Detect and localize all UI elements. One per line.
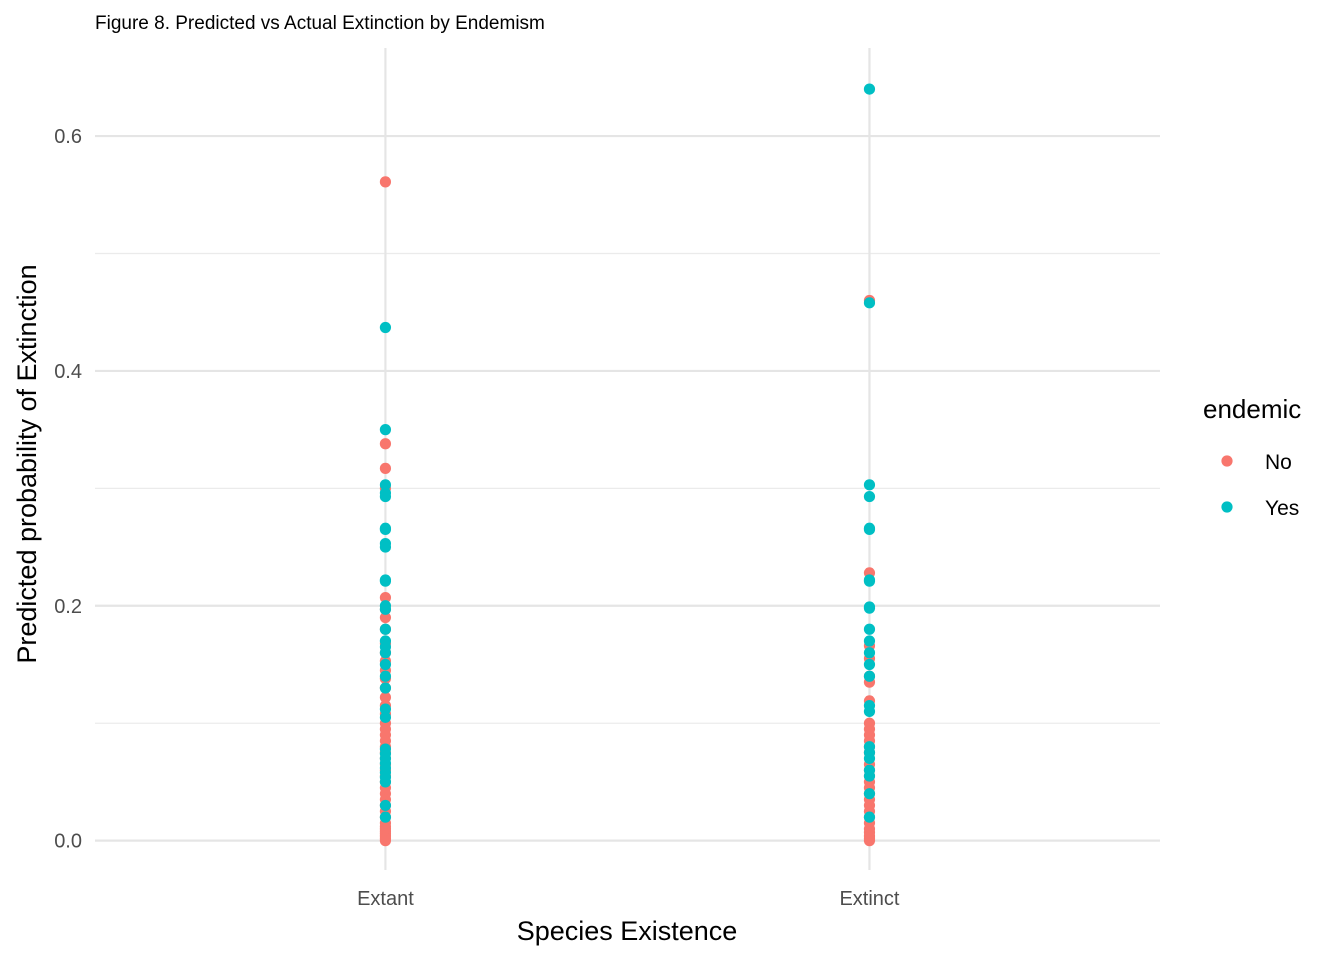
data-point [379, 438, 392, 450]
x-tick-label: Extinct [839, 888, 899, 910]
data-point [379, 424, 392, 436]
data-point [379, 591, 392, 604]
data-point [379, 658, 392, 671]
data-point [379, 575, 392, 587]
data-point [379, 647, 392, 659]
legend-label: Yes [1265, 497, 1299, 520]
legend-key [1221, 501, 1233, 513]
data-point [863, 83, 876, 95]
y-tick-label: 0.2 [54, 596, 82, 618]
y-tick-label: 0.4 [54, 361, 82, 383]
data-point [379, 799, 392, 812]
data-point [863, 479, 876, 491]
grid-layer [95, 48, 1160, 870]
data-point [863, 490, 876, 503]
data-point [863, 623, 876, 635]
data-point [379, 541, 392, 553]
data-point [863, 770, 876, 782]
data-point [863, 835, 876, 847]
data-point [863, 811, 876, 823]
data-point [863, 658, 876, 671]
data-point [379, 523, 392, 536]
legend: endemic No Yes [1203, 394, 1301, 520]
legend-label: No [1265, 451, 1292, 474]
legend-key [1221, 455, 1233, 467]
data-point [379, 479, 392, 491]
data-point [379, 682, 392, 694]
data-point [379, 603, 392, 615]
data-point [379, 611, 392, 624]
data-point [379, 811, 392, 823]
y-tick-label: 0.0 [54, 831, 82, 853]
data-point [379, 623, 392, 635]
data-point [379, 462, 392, 474]
x-tick-label: Extant [357, 888, 414, 910]
data-point [863, 752, 876, 765]
data-point [863, 523, 876, 536]
data-point [379, 321, 392, 334]
data-point [863, 788, 876, 800]
data-point [379, 703, 392, 715]
y-axis-title: Predicted probability of Extinction [12, 264, 42, 663]
data-point [863, 635, 876, 647]
data-point [379, 691, 392, 703]
data-point [863, 647, 876, 659]
data-point [379, 835, 392, 847]
data-point [863, 602, 876, 614]
y-tick-label: 0.6 [54, 126, 82, 148]
data-point [379, 490, 392, 503]
data-point [863, 705, 876, 718]
data-point [379, 176, 392, 188]
chart-title: Figure 8. Predicted vs Actual Extinction… [95, 13, 545, 34]
data-point [379, 776, 392, 788]
legend-title: endemic [1203, 394, 1301, 424]
points-layer [379, 83, 876, 847]
ticks-layer: 0.0 0.2 0.4 0.6 Extant Extinct [54, 126, 900, 910]
data-point [379, 670, 392, 682]
data-point [863, 297, 876, 309]
data-point [863, 670, 876, 682]
data-point [379, 711, 392, 723]
x-axis-title: Species Existence [517, 916, 738, 946]
data-point [863, 575, 876, 587]
